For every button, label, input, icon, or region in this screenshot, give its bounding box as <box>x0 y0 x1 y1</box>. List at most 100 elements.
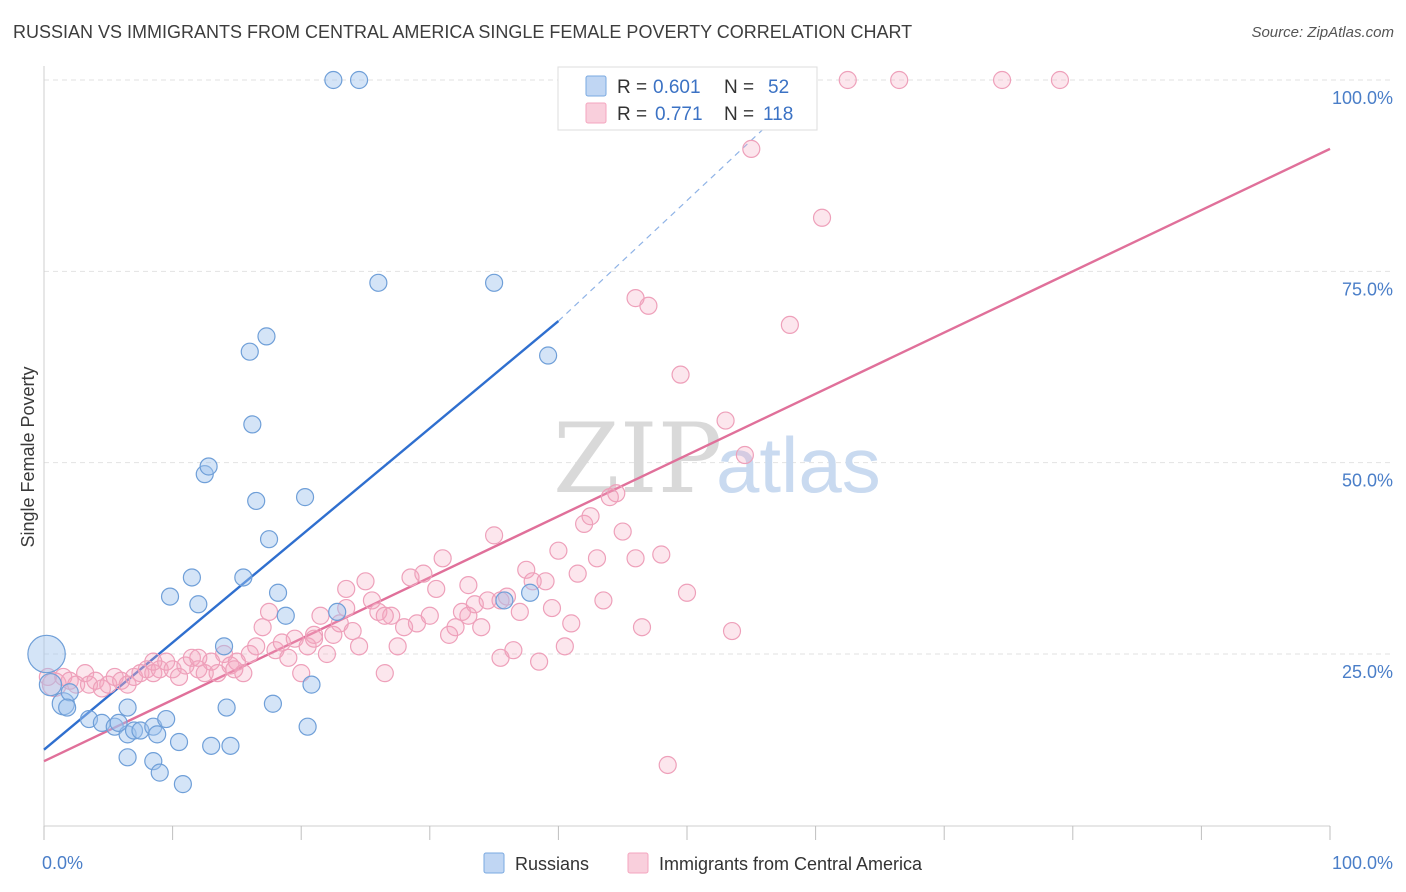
data-point-russians <box>182 568 201 587</box>
data-point-russians <box>257 327 276 346</box>
data-point-central-america <box>722 621 742 641</box>
x-tick-label: 0.0% <box>42 853 83 873</box>
watermark: ZIP atlas <box>553 403 881 515</box>
data-point-russians <box>259 530 279 549</box>
legend-swatch-russians <box>585 75 607 97</box>
data-point-central-america <box>992 70 1012 90</box>
y-tick-label: 25.0% <box>1342 662 1393 682</box>
data-point-central-america <box>459 576 478 595</box>
data-point-russians <box>157 709 176 729</box>
y-tick-label: 50.0% <box>1342 471 1393 491</box>
bottom-legend-swatch-russians <box>483 852 505 874</box>
chart-title: RUSSIAN VS IMMIGRANTS FROM CENTRAL AMERI… <box>13 22 913 42</box>
data-point-central-america <box>658 755 677 775</box>
data-point-central-america <box>594 591 613 610</box>
data-point-russians <box>202 736 221 755</box>
data-point-russians <box>199 457 218 476</box>
data-point-central-america <box>890 70 909 90</box>
data-point-russians <box>234 568 253 587</box>
data-point-russians <box>240 342 259 361</box>
data-point-central-america <box>427 579 446 599</box>
correlation-legend: R = 0.601 N = 52 R = 0.771 N = 118 <box>557 66 818 131</box>
legend-n-label-2: N = <box>724 104 754 125</box>
data-point-central-america <box>195 664 214 683</box>
legend-n-label-1: N = <box>724 77 754 98</box>
data-point-russians <box>148 725 167 744</box>
data-point-central-america <box>76 664 95 683</box>
legend-r-value-1: 0.601 <box>653 77 701 98</box>
data-point-russians <box>124 721 144 740</box>
data-point-russians <box>169 732 189 752</box>
data-point-central-america <box>349 637 369 656</box>
data-point-central-america <box>671 365 690 384</box>
data-point-central-america <box>337 579 356 599</box>
data-point-russians <box>247 491 266 511</box>
data-point-central-america <box>420 606 439 625</box>
bottom-legend-label-russians: Russians <box>515 854 589 874</box>
data-point-central-america <box>189 648 208 667</box>
data-point-central-america <box>742 139 761 158</box>
data-point-central-america <box>485 526 504 545</box>
data-point-central-america <box>446 618 465 637</box>
data-point-russians <box>349 70 369 90</box>
y-tick-labels: 25.0% 50.0% 75.0% 100.0% <box>1332 88 1393 682</box>
data-point-russians <box>214 637 234 656</box>
data-point-central-america <box>144 652 163 671</box>
data-point-russians <box>302 675 321 694</box>
data-point-central-america <box>182 648 201 667</box>
data-point-central-america <box>292 664 311 683</box>
data-point-central-america <box>632 618 652 637</box>
data-point-central-america <box>812 208 832 227</box>
legend-r-value-2: 0.771 <box>655 104 703 125</box>
data-point-central-america <box>510 602 529 622</box>
data-point-russians <box>298 717 317 736</box>
data-point-central-america <box>304 625 324 644</box>
trend-line-russians-extension <box>557 79 817 322</box>
legend-n-value-1: 52 <box>768 77 789 98</box>
data-point-central-america <box>613 522 632 541</box>
data-point-central-america <box>542 598 562 618</box>
data-point-russians <box>58 698 77 717</box>
x-tick-label: 100.0% <box>1332 853 1393 873</box>
bottom-legend: Russians Immigrants from Central America <box>483 852 923 874</box>
data-point-central-america <box>587 549 607 568</box>
data-point-central-america <box>555 637 574 656</box>
legend-n-value-2: 118 <box>763 104 793 125</box>
data-point-russians <box>328 602 347 622</box>
data-point-russians <box>118 698 137 717</box>
watermark-atlas: atlas <box>716 421 881 509</box>
data-point-central-america <box>838 70 857 90</box>
data-point-russians <box>221 736 240 755</box>
series-russians-points <box>27 70 645 794</box>
data-point-russians <box>268 583 288 602</box>
data-point-central-america <box>530 652 549 671</box>
data-point-central-america <box>388 637 407 656</box>
data-point-central-america <box>716 411 735 430</box>
bottom-legend-label-central-america: Immigrants from Central America <box>659 854 923 874</box>
data-point-russians <box>295 488 315 507</box>
trend-line-central-america <box>43 147 1331 763</box>
data-point-central-america <box>356 572 375 591</box>
data-point-central-america <box>735 445 754 465</box>
data-point-russians <box>150 763 169 782</box>
data-point-central-america <box>607 484 626 503</box>
data-point-russians <box>324 70 343 90</box>
data-point-russians <box>369 273 388 292</box>
watermark-zip: ZIP <box>553 403 722 515</box>
data-point-russians <box>38 672 63 697</box>
data-point-central-america <box>225 660 244 679</box>
data-point-central-america <box>459 606 478 625</box>
bottom-legend-swatch-central-america <box>627 852 649 874</box>
data-point-central-america <box>317 644 337 664</box>
legend-swatch-central-america <box>585 102 607 124</box>
legend-r-label-2: R = <box>617 104 647 125</box>
data-point-central-america <box>504 641 523 660</box>
axes <box>43 66 1331 840</box>
data-point-russians <box>217 698 236 717</box>
data-point-central-america <box>362 591 382 610</box>
legend-r-label-1: R = <box>617 77 647 98</box>
data-point-russians <box>109 713 128 732</box>
data-point-central-america <box>562 614 581 633</box>
grid-lines <box>44 79 1393 655</box>
